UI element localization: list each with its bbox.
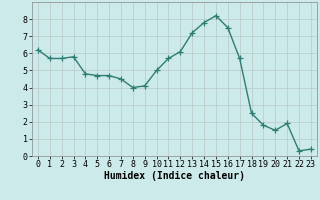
X-axis label: Humidex (Indice chaleur): Humidex (Indice chaleur) bbox=[104, 171, 245, 181]
